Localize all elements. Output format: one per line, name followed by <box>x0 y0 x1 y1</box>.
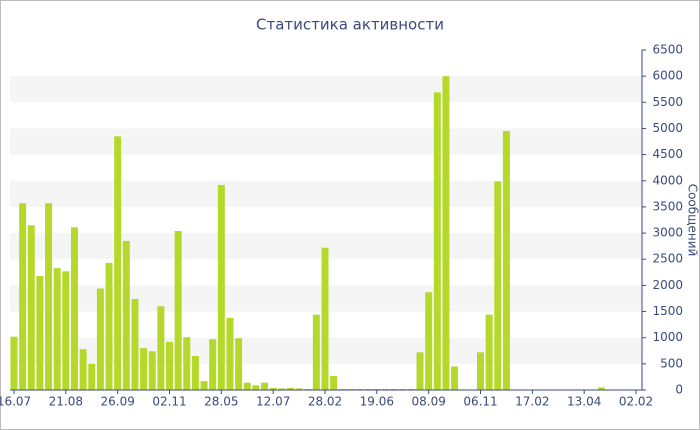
y-axis-label: Сообщений <box>686 184 700 257</box>
x-tick-label: 21.08 <box>49 395 83 409</box>
x-tick-label: 16.07 <box>0 395 31 409</box>
bar <box>451 366 459 390</box>
bar <box>183 337 191 390</box>
bar <box>278 388 286 390</box>
bar <box>243 382 251 390</box>
bar <box>485 314 493 390</box>
y-tick-label: 1500 <box>652 304 683 318</box>
bar <box>200 381 208 390</box>
bar <box>356 388 364 390</box>
bar <box>79 349 87 390</box>
bar <box>217 184 225 390</box>
bar <box>321 247 329 390</box>
bar <box>19 203 27 390</box>
bar <box>347 388 355 390</box>
bar <box>269 387 277 390</box>
x-tick-label: 28.02 <box>308 395 342 409</box>
y-tick-label: 0 <box>675 383 683 397</box>
x-tick-label: 08.09 <box>411 395 445 409</box>
x-tick-label: 06.11 <box>463 395 497 409</box>
bar <box>27 225 35 390</box>
y-tick-label: 500 <box>660 356 683 370</box>
y-tick-label: 2500 <box>652 252 683 266</box>
bar <box>122 240 130 390</box>
bar <box>105 262 113 390</box>
bar <box>148 351 156 390</box>
bar <box>364 388 372 390</box>
y-tick-label: 5500 <box>652 95 683 109</box>
y-tick-label: 5000 <box>652 121 683 135</box>
y-tick-label: 3500 <box>652 199 683 213</box>
grid-band <box>10 128 642 155</box>
bar <box>304 388 312 390</box>
bar <box>261 382 269 390</box>
y-tick-label: 6000 <box>652 69 683 83</box>
x-tick-label: 02.11 <box>152 395 186 409</box>
bar <box>209 339 217 390</box>
bar <box>45 203 53 390</box>
y-tick-label: 4500 <box>652 147 683 161</box>
bar <box>36 275 44 390</box>
bar <box>442 76 450 391</box>
bar <box>338 388 346 390</box>
bar <box>381 388 389 390</box>
bar <box>252 385 260 390</box>
bar <box>70 227 78 390</box>
bar <box>390 388 398 390</box>
y-tick-label: 4000 <box>652 173 683 187</box>
bar <box>53 268 61 390</box>
bar <box>407 388 415 390</box>
bar <box>10 336 18 390</box>
x-tick-label: 02.02 <box>619 395 653 409</box>
bar <box>373 388 381 390</box>
y-tick-label: 3000 <box>652 226 683 240</box>
bar <box>166 341 173 390</box>
y-tick-label: 6500 <box>652 43 683 57</box>
bar <box>114 136 122 390</box>
bar <box>295 388 303 390</box>
grid-band <box>10 180 642 207</box>
bar <box>174 230 182 390</box>
x-tick-label: 17.02 <box>515 395 549 409</box>
x-tick-label: 28.05 <box>204 395 238 409</box>
bar <box>312 314 320 390</box>
bar <box>330 375 338 390</box>
bar <box>416 352 424 390</box>
x-tick-label: 26.09 <box>100 395 134 409</box>
bar <box>131 298 139 390</box>
grid-band <box>10 76 642 103</box>
x-tick-label: 19.06 <box>360 395 394 409</box>
bar <box>88 363 96 390</box>
bar <box>191 356 199 390</box>
bar <box>597 387 605 390</box>
bar <box>494 181 502 390</box>
bar <box>502 131 510 391</box>
bar <box>96 288 104 390</box>
y-tick-label: 2000 <box>652 278 683 292</box>
bar <box>477 352 484 390</box>
bar <box>399 388 407 390</box>
bar <box>157 306 165 390</box>
bar <box>235 338 243 390</box>
y-tick-label: 1000 <box>652 330 683 344</box>
bar <box>425 292 433 390</box>
bar <box>62 271 70 390</box>
chart-title: Статистика активности <box>256 16 444 34</box>
bar <box>286 387 294 390</box>
x-tick-label: 12.07 <box>256 395 290 409</box>
bar <box>226 317 234 390</box>
bar <box>140 348 148 390</box>
x-tick-label: 13.04 <box>567 395 601 409</box>
bar <box>433 92 441 390</box>
